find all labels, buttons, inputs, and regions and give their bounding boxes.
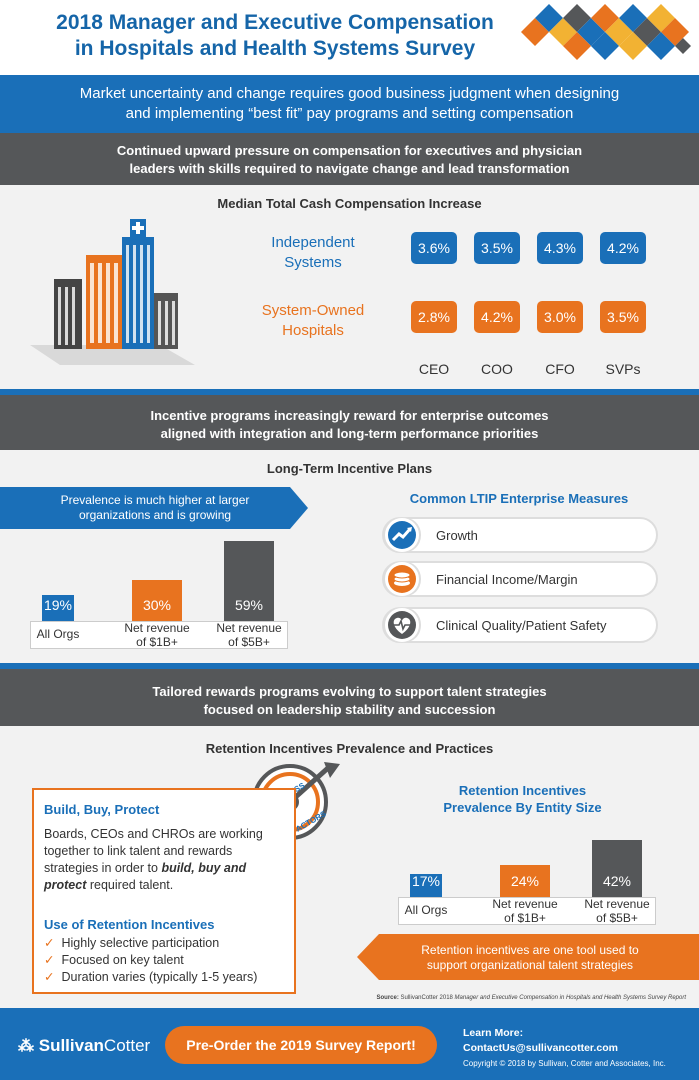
- retention-bar-label-2: Net revenue of $5B+: [584, 897, 650, 925]
- hospital-buildings-icon: [30, 219, 195, 365]
- list-item: ✓ Highly selective participation: [44, 936, 220, 950]
- row-label-system-owned-hospitals: System-Owned Hospitals: [261, 302, 365, 339]
- intro-banner: Market uncertainty and change requires g…: [0, 75, 699, 133]
- measure-growth: Growth: [382, 517, 658, 553]
- retention-use-list: ✓ Highly selective participation ✓ Focused…: [44, 935, 257, 986]
- section3-band-line-2: focused on leadership stability and succ…: [203, 702, 496, 717]
- footer: ⁂ SullivanCotter Pre-Order the 2019 Surv…: [0, 1008, 699, 1080]
- ltip-bar-value-1: 30%: [142, 597, 172, 613]
- measure-clinical: Clinical Quality/Patient Safety: [382, 607, 658, 643]
- checkmark-icon: ✓: [44, 970, 55, 984]
- checkmark-icon: ✓: [44, 936, 55, 950]
- retention-bar-label-0: All Orgs: [404, 903, 448, 917]
- checkmark-icon: ✓: [44, 953, 55, 967]
- title-line-2: in Hospitals and Health Systems Survey: [74, 37, 476, 60]
- heartbeat-icon: [383, 607, 421, 643]
- measure-label: Growth: [436, 528, 478, 543]
- section3-band: Tailored rewards programs evolving to su…: [0, 663, 699, 726]
- ltip-bar-value-2: 59%: [234, 597, 264, 613]
- ltip-bar-label-2: Net revenue of $5B+: [216, 621, 282, 649]
- measure-label: Clinical Quality/Patient Safety: [436, 618, 607, 633]
- ltip-bar-label-0: All Orgs: [36, 627, 80, 641]
- ltip-arrow-banner-shape: [0, 487, 308, 529]
- section1-band-line-2: leaders with skills required to navigate…: [129, 161, 570, 176]
- box-paragraph: Boards, CEOs and CHROs are working toget…: [44, 827, 263, 892]
- copyright-text: Copyright © 2018 by Sullivan, Cotter and…: [463, 1059, 666, 1068]
- measures-title: Common LTIP Enterprise Measures: [409, 491, 629, 506]
- logo-mark-icon: ⁂: [18, 1038, 34, 1055]
- value-bubble-independent-cfo: 4.3%: [537, 232, 583, 264]
- list-item: ✓ Focused on key talent: [44, 953, 184, 967]
- learn-more-block: Learn More: ContactUs@sullivancotter.com…: [463, 1026, 666, 1071]
- page-title: 2018 Manager and Executive Compensation …: [40, 10, 510, 62]
- list-item: ✓ Duration varies (typically 1-5 years): [44, 970, 258, 984]
- ltip-bar-label-1: Net revenue of $1B+: [124, 621, 190, 649]
- section2-band: Incentive programs increasingly reward f…: [0, 389, 699, 450]
- retention-bar-value-0: 17%: [411, 873, 441, 889]
- retention-bar-value-2: 42%: [602, 873, 632, 889]
- box-heading: Build, Buy, Protect: [44, 802, 160, 817]
- ltip-chart-base: [30, 621, 288, 649]
- section1-band-line-1: Continued upward pressure on compensatio…: [116, 143, 583, 158]
- sullivancotter-logo[interactable]: ⁂ SullivanCotter: [18, 1036, 151, 1055]
- retention-bar-value-1: 24%: [510, 873, 540, 889]
- section2-band-line-1: Incentive programs increasingly reward f…: [150, 408, 549, 423]
- retention-bar-1: [500, 865, 550, 897]
- value-bubble-system-ceo: 2.8%: [411, 301, 457, 333]
- role-label-coo: COO: [481, 361, 513, 377]
- ltip-bar-1: [132, 580, 182, 621]
- section1-title: Median Total Cash Compensation Increase: [217, 196, 482, 211]
- box-list-heading: Use of Retention Incentives: [44, 917, 215, 932]
- intro-line-1: Market uncertainty and change requires g…: [79, 85, 620, 102]
- section3-band-line-1: Tailored rewards programs evolving to su…: [152, 684, 547, 699]
- value-bubble-independent-coo: 3.5%: [474, 232, 520, 264]
- value-bubble-system-coo: 4.2%: [474, 301, 520, 333]
- value-bubble-system-svps: 3.5%: [600, 301, 646, 333]
- row-label-independent-systems: Independent Systems: [271, 234, 355, 271]
- ltip-bar-value-0: 19%: [43, 597, 73, 613]
- ltip-arrow-banner: Prevalence is much higher at larger orga…: [60, 493, 250, 522]
- retention-bar-2: [592, 840, 642, 897]
- role-label-cfo: CFO: [545, 361, 575, 377]
- section1-band: Continued upward pressure on compensatio…: [0, 133, 699, 185]
- source-note: Source: SullivanCotter 2018 Manager and …: [376, 995, 686, 1001]
- retention-arrow-banner: Retention incentives are one tool used t…: [421, 943, 639, 972]
- value-bubble-independent-svps: 4.2%: [600, 232, 646, 264]
- coins-icon: [383, 561, 421, 597]
- measure-label: Financial Income/Margin: [436, 572, 578, 587]
- header: 2018 Manager and Executive Compensation …: [0, 0, 699, 75]
- ltip-bar-2: [224, 541, 274, 621]
- ltip-bar-0: [42, 595, 74, 621]
- role-label-svps: SVPs: [605, 361, 641, 377]
- contact-email-link[interactable]: ContactUs@sullivancotter.com: [463, 1042, 618, 1054]
- retention-bar-0: [410, 874, 442, 897]
- retention-arrow-banner-shape: [357, 934, 699, 980]
- retention-bar-label-1: Net revenue of $1B+: [492, 897, 558, 925]
- section2-title: Long-Term Incentive Plans: [266, 461, 433, 476]
- role-label-ceo: CEO: [418, 361, 450, 377]
- measure-financial: Financial Income/Margin: [382, 561, 658, 597]
- build-buy-protect-box: Build, Buy, Protect Boards, CEOs and CHR…: [32, 788, 296, 994]
- growth-chart-icon: [383, 517, 421, 553]
- pre-order-button[interactable]: Pre-Order the 2019 Survey Report!: [165, 1026, 437, 1064]
- decorative-tiles-logo: [521, 4, 691, 60]
- value-bubble-system-cfo: 3.0%: [537, 301, 583, 333]
- intro-line-2: and implementing “best fit” pay programs…: [125, 105, 574, 122]
- section2-band-line-2: aligned with integration and long-term p…: [160, 426, 539, 441]
- retention-chart-base: [398, 897, 656, 925]
- title-line-1: 2018 Manager and Executive Compensation: [56, 11, 494, 34]
- value-bubble-independent-ceo: 3.6%: [411, 232, 457, 264]
- section3-title: Retention Incentives Prevalence and Prac…: [205, 741, 494, 756]
- retention-chart-title: Retention Incentives Prevalence By Entit…: [443, 783, 602, 815]
